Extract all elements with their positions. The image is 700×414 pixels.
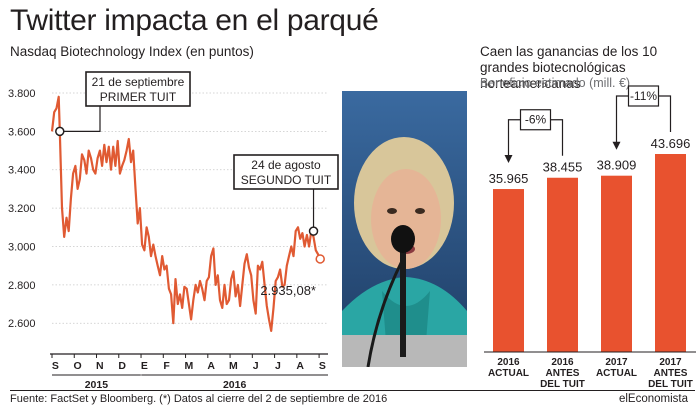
bar-value-label: 35.965 <box>489 171 529 186</box>
y-tick-label: 3.400 <box>8 165 36 177</box>
bar-category-label: ANTES <box>654 368 688 379</box>
comparison-arrow <box>504 155 513 164</box>
bar-chart-title: Caen las ganancias de los 10 grandes bio… <box>480 44 658 91</box>
bar-value-label: 38.455 <box>543 160 583 175</box>
footer-rule <box>10 390 695 391</box>
annotation-marker <box>308 226 319 236</box>
x-tick-label: A <box>207 360 215 372</box>
comparison-callouts: -6% -11% <box>504 85 672 164</box>
annotation-date: 24 de agosto <box>251 158 321 172</box>
speaker-photo <box>342 91 467 367</box>
bar <box>655 154 686 352</box>
bar-category-label: 2016 <box>497 357 520 368</box>
bar-category-label: DEL TUIT <box>540 379 585 390</box>
bar <box>547 177 578 352</box>
x-tick-label: F <box>163 360 170 372</box>
y-tick-label: 3.200 <box>8 203 36 215</box>
comparison-box <box>627 85 660 107</box>
bar-chart-subtitle: Beneficio estimado (mill. €) <box>480 76 631 90</box>
bars <box>493 154 686 352</box>
x-tick-label: J <box>253 360 259 372</box>
y-tick-label: 2.600 <box>8 318 36 330</box>
x-tick-label: N <box>96 360 104 372</box>
source-note: Fuente: FactSet y Bloomberg. (*) Datos a… <box>10 393 388 405</box>
annotation-box <box>233 154 339 190</box>
year-label: 2016 <box>223 379 247 390</box>
end-point-marker <box>315 254 325 264</box>
bar-value-label: 38.909 <box>597 158 637 173</box>
y-tick-label: 2.800 <box>8 280 36 292</box>
x-tick-label: S <box>319 360 326 372</box>
line-chart: 3.800 3.600 3.400 3.200 3.000 2.800 2.600 S O N D… <box>8 71 339 390</box>
bar-category-label: 2017 <box>659 357 682 368</box>
year-labels: 2015 2016 <box>52 374 328 390</box>
bar-category-label: 2016 <box>551 357 574 368</box>
y-tick-label: 3.600 <box>8 126 36 138</box>
annotation-event: PRIMER TUIT <box>100 90 177 104</box>
x-tick-label: M <box>229 360 238 372</box>
comparison-box <box>519 109 552 131</box>
annotation-leader <box>62 106 101 132</box>
comparison-arrow <box>612 141 621 150</box>
annotation-box <box>85 71 191 107</box>
bar <box>493 189 524 352</box>
y-tick-label: 3.000 <box>8 241 36 253</box>
bar-category-label: ACTUAL <box>488 368 529 379</box>
y-axis-ticks: 3.800 3.600 3.400 3.200 3.000 2.800 2.600 <box>8 88 36 330</box>
x-tick-label: E <box>141 360 148 372</box>
comparison-label: -6% <box>525 113 547 127</box>
brand-logo-text: elEconomista <box>618 393 688 405</box>
x-tick-label: A <box>296 360 304 372</box>
x-tick-label: S <box>52 360 59 372</box>
series-line <box>50 95 322 332</box>
annotation-date: 21 de septiembre <box>92 75 185 89</box>
x-tick-label: J <box>275 360 281 372</box>
bar-category-label: ACTUAL <box>596 368 637 379</box>
comparison-label: -11% <box>630 89 657 103</box>
end-value-label: 2.935,08* <box>260 283 316 298</box>
bar-category-label: ANTES <box>546 368 580 379</box>
line-chart-subtitle: Nasdaq Biotechnology Index (en puntos) <box>10 44 254 59</box>
x-tick-label: D <box>118 360 126 372</box>
bar-category-label: DEL TUIT <box>648 379 693 390</box>
x-tick-label: M <box>185 360 194 372</box>
annotation-marker <box>55 126 65 137</box>
year-label: 2015 <box>85 379 109 390</box>
bar <box>601 175 632 352</box>
x-tick-label: O <box>74 360 82 372</box>
page-title: Twitter impacta en el parqué <box>10 4 379 37</box>
bar-value-label: 43.696 <box>651 136 691 151</box>
y-tick-label: 3.800 <box>8 88 36 100</box>
annotation-event: SEGUNDO TUIT <box>241 173 332 187</box>
bar-value-labels: 35.965 38.455 38.909 43.696 <box>489 136 691 186</box>
bar-category-label: 2017 <box>605 357 628 368</box>
